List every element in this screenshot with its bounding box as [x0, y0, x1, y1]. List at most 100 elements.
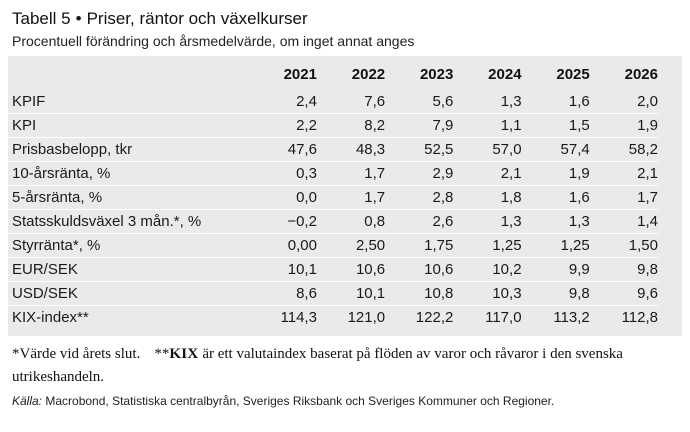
- table-row: 5-årsränta, % 0,0 1,7 2,8 1,8 1,6 1,7: [8, 185, 658, 210]
- table-row: USD/SEK 8,6 10,1 10,8 10,3 9,8 9,6: [8, 281, 658, 306]
- table-row: KPIF 2,4 7,6 5,6 1,3 1,6 2,0: [8, 90, 658, 114]
- row-label: USD/SEK: [8, 281, 249, 306]
- table-cell: 122,2: [385, 305, 454, 329]
- table-cell: 1,5: [521, 113, 590, 138]
- header-label-cell: [8, 62, 249, 90]
- table-row: KPI 2,2 8,2 7,9 1,1 1,5 1,9: [8, 113, 658, 138]
- table-cell: 1,25: [521, 233, 590, 258]
- table-cell: 2,9: [385, 161, 454, 186]
- table-cell: 2,6: [385, 209, 454, 234]
- row-label: EUR/SEK: [8, 257, 249, 282]
- table-cell: 1,7: [316, 161, 386, 186]
- table-cell: 1,3: [521, 209, 590, 234]
- table-cell: 8,6: [248, 281, 317, 306]
- year-header: 2022: [351, 65, 386, 83]
- table-title: Tabell 5 • Priser, räntor och växelkurser: [12, 9, 308, 29]
- table-cell: 0,00: [248, 233, 317, 258]
- source-label: Källa:: [12, 394, 43, 408]
- table-cell: 1,3: [500, 93, 522, 110]
- table-row: 10-årsränta, % 0,3 1,7 2,9 2,1 1,9 2,1: [8, 161, 658, 186]
- table-cell: 10,2: [453, 257, 522, 282]
- row-label: KIX-index**: [8, 305, 249, 329]
- table-cell: 2,2: [248, 113, 317, 138]
- table-cell: 1,7: [316, 185, 386, 210]
- table-cell: 1,9: [589, 113, 658, 138]
- table-cell: 1,75: [385, 233, 454, 258]
- table-cell: 9,8: [521, 281, 590, 306]
- table-cell: 117,0: [453, 305, 522, 329]
- table-body: KPIF 2,4 7,6 5,6 1,3 1,6 2,0 KPI 2,2 8,2 7,9 1,1 1,5…: [8, 90, 658, 329]
- table-cell: 114,3: [248, 305, 317, 329]
- table-cell: 10,1: [248, 257, 317, 282]
- table-title-text: Priser, räntor och växelkurser: [86, 9, 308, 28]
- table-cell: 9,9: [521, 257, 590, 282]
- table-cell: 1,1: [453, 113, 522, 138]
- table-cell: 52,5: [385, 137, 454, 162]
- table-cell: 5,6: [432, 93, 454, 110]
- row-label: Prisbasbelopp, tkr: [8, 137, 249, 162]
- table-cell: 10,6: [385, 257, 454, 282]
- table-cell: 2,1: [589, 161, 658, 186]
- table-cell: 0,3: [248, 161, 317, 186]
- table-cell: 2,4: [296, 93, 317, 110]
- row-label: KPIF: [12, 93, 46, 110]
- table-number: Tabell 5: [12, 9, 71, 28]
- table-cell: 10,1: [316, 281, 386, 306]
- table-cell: 57,4: [521, 137, 590, 162]
- table-cell: 0,8: [316, 209, 386, 234]
- table-row: Statsskuldsväxel 3 mån.*, % −0,2 0,8 2,6 1,3…: [8, 209, 658, 234]
- footnote-2-kix: KIX: [169, 346, 199, 362]
- table-cell: 2,50: [316, 233, 386, 258]
- year-header: 2024: [488, 65, 522, 83]
- row-label: KPI: [8, 113, 249, 138]
- data-table: 2021 2022 2023 2024 2025 2026 KPIF 2,4 7,6…: [8, 62, 658, 329]
- header-row: 2021 2022 2023 2024 2025 2026: [8, 62, 658, 90]
- table-cell: 8,2: [316, 113, 386, 138]
- table-subtitle: Procentuell förändring och årsmedelvärde…: [12, 33, 415, 49]
- table-cell: 9,8: [589, 257, 658, 282]
- table-cell: 121,0: [316, 305, 386, 329]
- title-bullet: •: [75, 9, 82, 28]
- table-cell: 10,3: [453, 281, 522, 306]
- table-cell: 1,8: [453, 185, 522, 210]
- table-cell: 0,0: [248, 185, 317, 210]
- table-cell: 57,0: [453, 137, 522, 162]
- table-cell: 2,1: [453, 161, 522, 186]
- year-header: 2025: [556, 65, 590, 83]
- table-cell: 1,4: [589, 209, 658, 234]
- table-row: EUR/SEK 10,1 10,6 10,6 10,2 9,9 9,8: [8, 257, 658, 282]
- table-cell: 9,6: [589, 281, 658, 306]
- source-line: Källa: Macrobond, Statistiska centralbyr…: [12, 394, 554, 409]
- table-cell: 1,3: [453, 209, 522, 234]
- table-cell: 48,3: [316, 137, 386, 162]
- footnote-2-text: är ett valutaindex baserat på flöden av …: [12, 346, 623, 385]
- table-cell: 1,6: [521, 185, 590, 210]
- table-row: Prisbasbelopp, tkr 47,6 48,3 52,5 57,0 57,4 58…: [8, 137, 658, 162]
- row-label: Statsskuldsväxel 3 mån.*, %: [8, 209, 249, 234]
- table-cell: 47,6: [248, 137, 317, 162]
- row-label: 5-årsränta, %: [8, 185, 249, 210]
- source-text: Macrobond, Statistiska centralbyrån, Sve…: [42, 394, 555, 408]
- table-cell: 1,9: [521, 161, 590, 186]
- table-cell: 1,50: [589, 233, 658, 258]
- table-cell: 10,6: [316, 257, 386, 282]
- footnote-2-prefix: **: [154, 346, 170, 362]
- table-cell: 7,9: [385, 113, 454, 138]
- table-row: KIX-index** 114,3 121,0 122,2 117,0 113,2 112,…: [8, 305, 658, 329]
- table-row: Styrränta*, % 0,00 2,50 1,75 1,25 1,25 1,50: [8, 233, 658, 258]
- table-cell: 2,8: [385, 185, 454, 210]
- table-cell: −0,2: [248, 209, 317, 234]
- table-cell: 10,8: [385, 281, 454, 306]
- table-cell: 113,2: [521, 305, 590, 329]
- table-cell: 1,25: [453, 233, 522, 258]
- row-label: 10-årsränta, %: [8, 161, 249, 186]
- year-header: 2021: [283, 65, 317, 83]
- footnote: *Värde vid årets slut. **KIX är ett valut…: [12, 343, 682, 389]
- year-header: 2023: [419, 65, 454, 83]
- footnote-1: *Värde vid årets slut.: [12, 346, 141, 362]
- table-cell: 1,6: [568, 93, 590, 110]
- table-cell: 112,8: [589, 305, 658, 329]
- table-cell: 2,0: [637, 93, 658, 110]
- row-label: Styrränta*, %: [8, 233, 249, 258]
- year-header: 2026: [624, 65, 658, 83]
